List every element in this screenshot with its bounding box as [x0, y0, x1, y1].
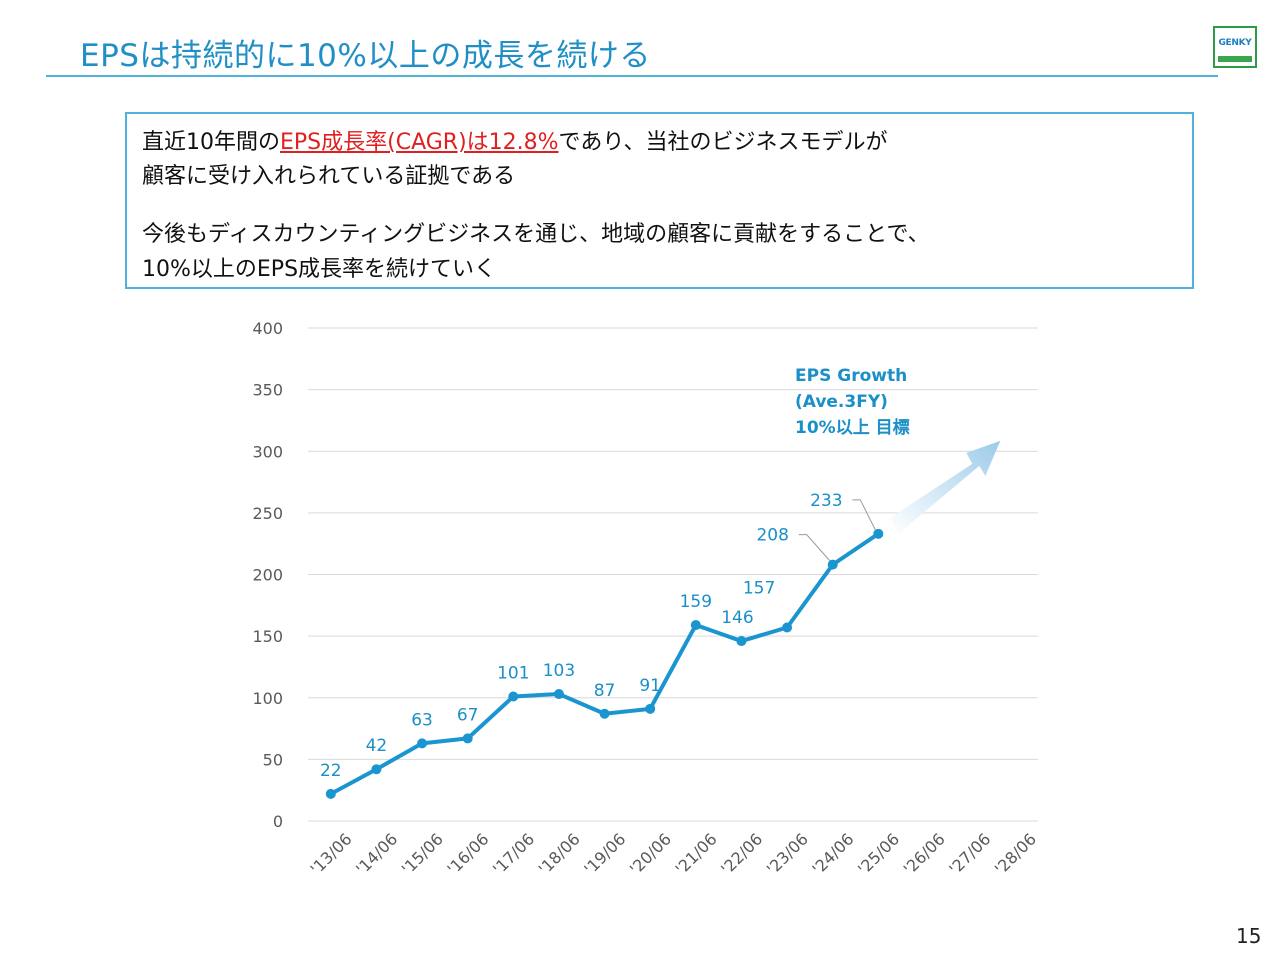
- x-tick-label: '14/06: [352, 829, 401, 878]
- data-label: 101: [497, 664, 529, 684]
- logo-text: GENKY: [1218, 38, 1252, 48]
- data-point: [325, 788, 336, 799]
- data-label: 91: [639, 676, 661, 696]
- page-number: 15: [1236, 924, 1262, 948]
- eps-series: [325, 528, 884, 799]
- x-axis-ticks: '13/06'14/06'15/06'16/06'17/06'18/06'19/…: [306, 829, 1040, 878]
- data-point: [508, 691, 519, 702]
- logo-bar: [1218, 56, 1252, 62]
- x-tick-label: '17/06: [489, 829, 538, 878]
- y-tick-label: 400: [252, 319, 283, 338]
- x-tick-label: '15/06: [398, 829, 447, 878]
- data-label: 22: [320, 761, 342, 781]
- cagr-highlight: EPS成長率(CAGR)は12.8%: [280, 130, 559, 155]
- y-tick-label: 350: [252, 381, 283, 400]
- x-tick-label: '23/06: [763, 829, 812, 878]
- x-tick-label: '20/06: [626, 829, 675, 878]
- leader-line: [798, 534, 831, 561]
- target-annotation: EPS Growth (Ave.3FY) 10%以上 目標: [795, 366, 910, 438]
- data-label: 208: [756, 526, 788, 546]
- data-point: [690, 620, 701, 631]
- company-logo: GENKY: [1213, 26, 1257, 68]
- x-tick-label: '16/06: [443, 829, 492, 878]
- y-tick-label: 300: [252, 442, 283, 461]
- annotation-line: (Ave.3FY): [795, 392, 888, 412]
- data-label: 63: [411, 710, 433, 730]
- data-point: [736, 636, 747, 647]
- data-point: [371, 764, 382, 775]
- x-tick-label: '26/06: [900, 829, 949, 878]
- growth-arrow-layer: [890, 440, 1001, 534]
- title-divider: [46, 75, 1218, 77]
- x-tick-label: '13/06: [306, 829, 355, 878]
- data-label: 42: [366, 736, 388, 756]
- data-label: 233: [810, 491, 842, 511]
- message-line-1-pre: 直近10年間の: [142, 130, 280, 155]
- data-point: [553, 689, 564, 700]
- data-label: 103: [543, 661, 575, 681]
- y-tick-label: 100: [252, 689, 283, 708]
- data-label: 87: [594, 681, 616, 701]
- y-tick-label: 250: [252, 504, 283, 523]
- data-point: [599, 708, 610, 719]
- message-line-3: 今後もディスカウンティングビジネスを通じ、地域の顧客に貢献をすることで、: [142, 222, 930, 247]
- y-tick-label: 150: [252, 627, 283, 646]
- data-label: 159: [680, 592, 712, 612]
- y-tick-label: 200: [252, 566, 283, 585]
- data-point: [417, 738, 428, 749]
- y-tick-label: 0: [273, 812, 283, 831]
- x-tick-label: '19/06: [580, 829, 629, 878]
- x-tick-label: '25/06: [854, 829, 903, 878]
- x-tick-label: '22/06: [717, 829, 766, 878]
- data-label: 67: [457, 705, 479, 725]
- annotation-line: 10%以上 目標: [795, 417, 910, 438]
- x-tick-label: '24/06: [808, 829, 857, 878]
- key-message-box: 直近10年間のEPS成長率(CAGR)は12.8%であり、当社のビジネスモデルが…: [125, 112, 1194, 289]
- data-label: 157: [743, 578, 775, 598]
- data-point: [782, 622, 793, 633]
- data-point: [645, 703, 656, 714]
- message-line-4: 10%以上のEPS成長率を続けていく: [142, 257, 497, 282]
- x-tick-label: '21/06: [671, 829, 720, 878]
- y-tick-label: 50: [263, 750, 283, 769]
- message-line-1: 直近10年間のEPS成長率(CAGR)は12.8%であり、当社のビジネスモデルが: [142, 124, 887, 156]
- eps-series-line: [329, 532, 880, 796]
- growth-arrow-icon: [890, 440, 1001, 534]
- message-line-2: 顧客に受け入れられている証拠である: [142, 164, 516, 189]
- data-label-layer: 22 42 63 67 101 103 87 91 159 146 157 208 233: [320, 491, 876, 781]
- data-label: 146: [721, 608, 753, 628]
- message-line-1-post: であり、当社のビジネスモデルが: [558, 130, 888, 155]
- data-point: [462, 733, 473, 744]
- x-tick-label: '18/06: [535, 829, 584, 878]
- annotation-line: EPS Growth: [795, 366, 907, 386]
- x-tick-label: '28/06: [991, 829, 1040, 878]
- data-point: [873, 528, 884, 539]
- data-point: [827, 559, 838, 570]
- x-tick-label: '27/06: [945, 829, 994, 878]
- leader-line: [852, 499, 876, 531]
- y-axis-ticks: 0 50 100 150 200 250 300 350 400: [252, 319, 283, 831]
- slide-title: EPSは持続的に10%以上の成長を続ける: [80, 38, 651, 74]
